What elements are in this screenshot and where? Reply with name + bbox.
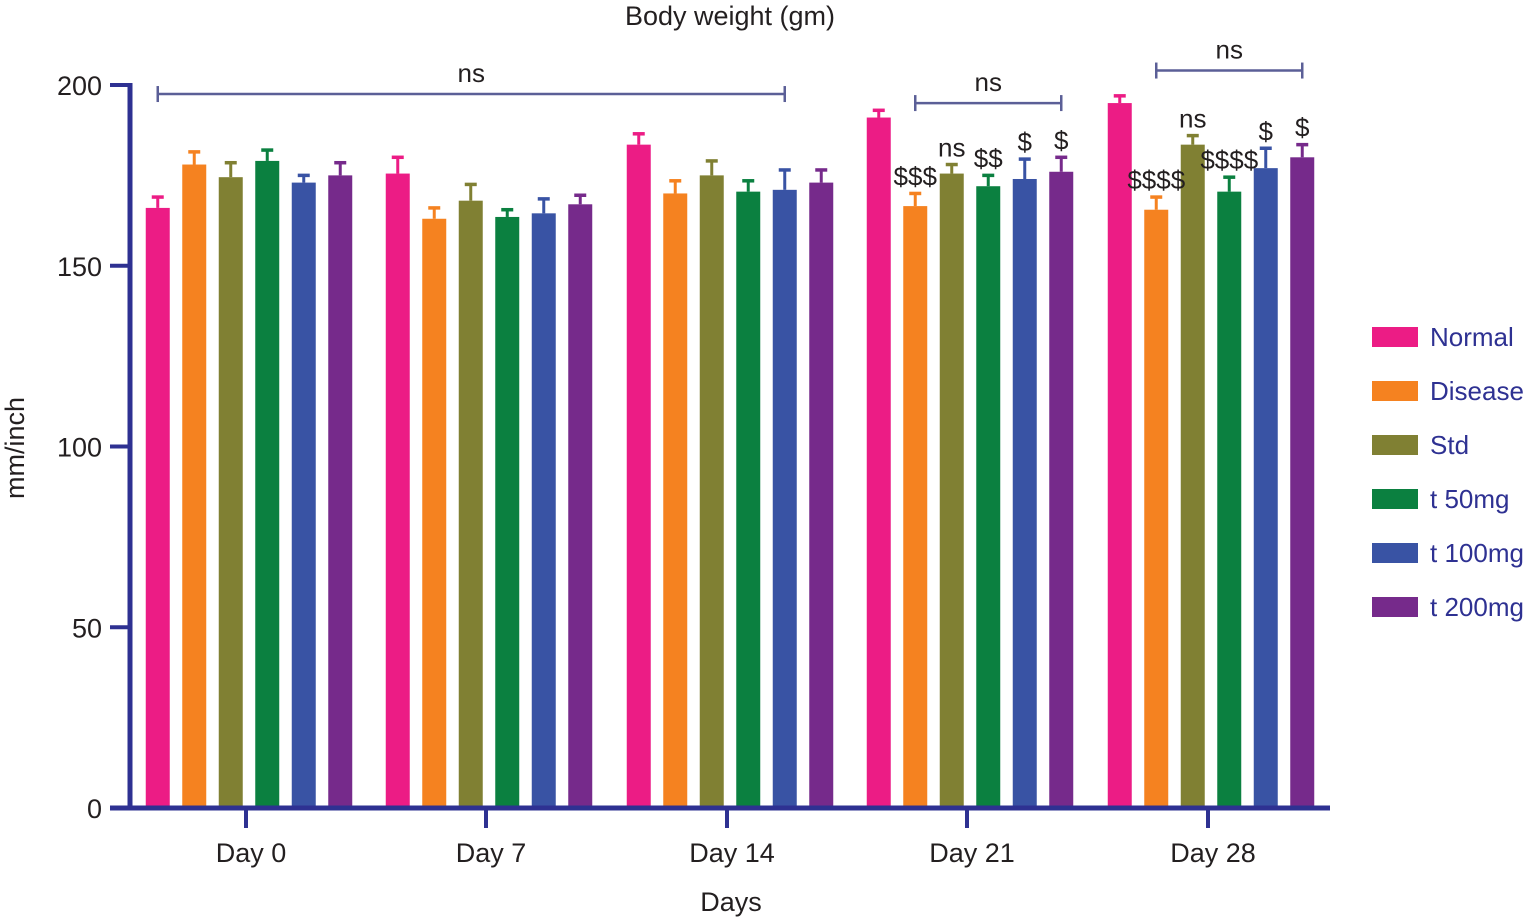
x-tick-label: Day 14	[689, 838, 775, 868]
bar-significance-label: $	[1018, 127, 1033, 157]
bar	[422, 218, 447, 808]
bar	[1144, 209, 1169, 808]
legend-item: t 200mg	[1372, 592, 1524, 622]
legend-label: Std	[1430, 430, 1469, 460]
legend-label: t 100mg	[1430, 538, 1524, 568]
x-tick-label: Day 7	[456, 838, 527, 868]
legend-item: t 100mg	[1372, 538, 1524, 568]
y-axis-label: mm/inch	[0, 397, 30, 499]
axes-layer: 0 50 100 150 200 Day 0 Day 7 Day 14 Day 21 Day 28	[57, 71, 1330, 868]
bar	[772, 189, 797, 808]
bar	[1107, 103, 1132, 808]
bar	[568, 204, 593, 809]
bar	[1290, 157, 1315, 809]
legend-swatch	[1372, 597, 1418, 617]
legend-label: Normal	[1430, 322, 1514, 352]
bar	[1217, 191, 1242, 808]
legend-item: t 50mg	[1372, 484, 1510, 514]
y-tick-label: 100	[57, 433, 102, 463]
x-axis-label: Days	[700, 887, 762, 917]
x-tick-label: Day 0	[216, 838, 287, 868]
y-tick-label: 200	[57, 71, 102, 101]
bar	[1180, 144, 1205, 808]
bar	[809, 182, 834, 809]
bar	[939, 173, 964, 808]
y-tick-label: 50	[72, 613, 102, 643]
bar	[328, 175, 353, 808]
bar-significance-label: $$$$	[1127, 165, 1185, 195]
bars-layer	[145, 94, 1315, 809]
legend-item: Disease	[1372, 376, 1524, 406]
bar-significance-label: $	[1054, 125, 1069, 155]
legend: Normal Disease Std t 50mg t 100mg t 200mg	[1372, 322, 1524, 622]
y-tick-label: 0	[87, 794, 102, 824]
bar	[495, 216, 520, 808]
bar	[1012, 178, 1037, 809]
bar	[699, 175, 724, 808]
legend-swatch	[1372, 543, 1418, 563]
significance-label: ns	[975, 67, 1002, 97]
bar	[385, 173, 410, 808]
chart-title: Body weight (gm)	[625, 1, 835, 31]
legend-swatch	[1372, 381, 1418, 401]
legend-label: Disease	[1430, 376, 1524, 406]
bar	[626, 144, 651, 808]
bar-significance-label: $$$	[894, 161, 938, 191]
legend-item: Normal	[1372, 322, 1514, 352]
bar	[458, 200, 483, 808]
bar	[218, 177, 243, 808]
legend-label: t 50mg	[1430, 484, 1510, 514]
bar	[182, 164, 207, 808]
bar	[145, 207, 170, 808]
bar	[291, 182, 316, 809]
bar-significance-label: $	[1295, 113, 1310, 143]
bar-significance-label: ns	[1179, 104, 1206, 134]
y-tick-label: 150	[57, 252, 102, 282]
legend-swatch	[1372, 435, 1418, 455]
bar	[976, 186, 1001, 809]
bar	[531, 213, 556, 808]
bar	[736, 191, 761, 808]
bar-significance-label: $	[1259, 116, 1274, 146]
x-tick-label: Day 28	[1170, 838, 1256, 868]
bar-significance-label: $$$$	[1200, 145, 1258, 175]
legend-swatch	[1372, 489, 1418, 509]
bar-significance-label: ns	[938, 133, 965, 163]
bar	[866, 117, 891, 808]
bar	[255, 160, 280, 809]
legend-label: t 200mg	[1430, 592, 1524, 622]
bar	[1049, 171, 1074, 808]
legend-item: Std	[1372, 430, 1469, 460]
significance-label: ns	[458, 58, 485, 88]
bar	[663, 193, 688, 808]
legend-swatch	[1372, 327, 1418, 347]
significance-label: ns	[1216, 35, 1243, 65]
x-tick-label: Day 21	[929, 838, 1015, 868]
bar	[1253, 168, 1278, 808]
bar	[903, 206, 928, 809]
bar-significance-label: $$	[974, 143, 1003, 173]
